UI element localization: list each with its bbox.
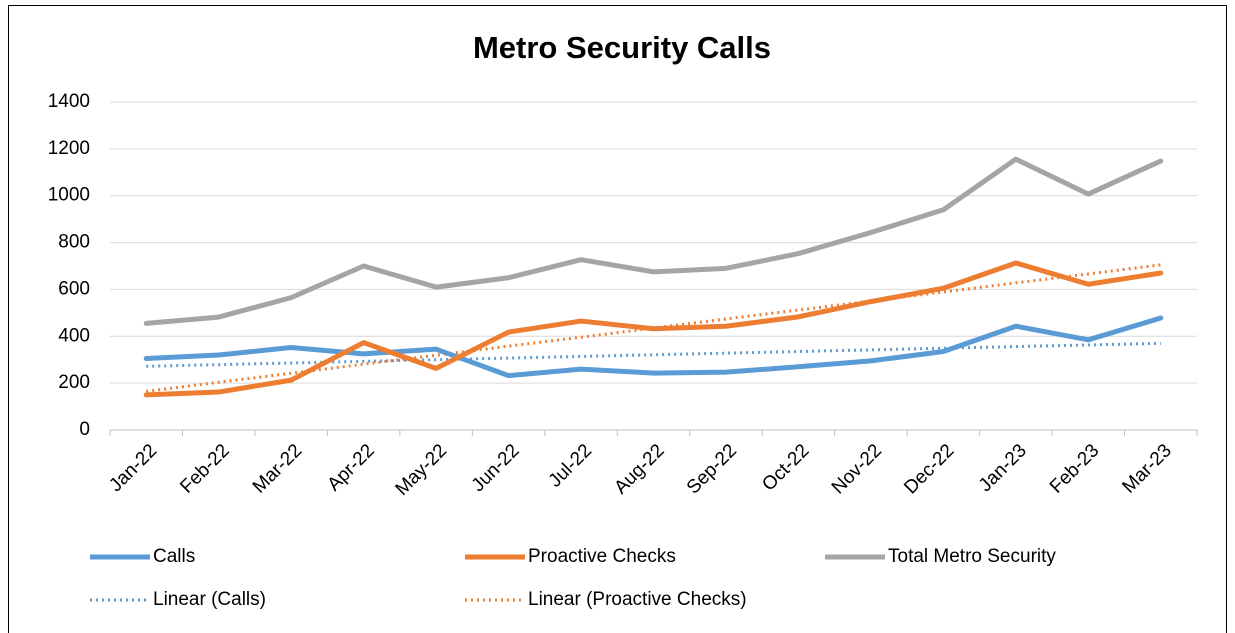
y-tick-label: 400	[58, 325, 90, 346]
legend-label: Calls	[153, 546, 195, 567]
series-line	[143, 260, 1164, 398]
series-line	[143, 315, 1164, 379]
y-tick-label: 600	[58, 278, 90, 299]
y-tick-label: 1400	[48, 91, 90, 112]
y-tick-label: 1000	[48, 185, 90, 206]
legend-label: Total Metro Security	[888, 546, 1056, 567]
trend-line	[146, 341, 1161, 368]
y-tick-label: 800	[58, 232, 90, 253]
series-line	[143, 156, 1164, 326]
legend-label: Linear (Calls)	[153, 589, 266, 610]
y-tick-label: 200	[58, 372, 90, 393]
legend-label: Linear (Proactive Checks)	[528, 589, 747, 610]
legend-label: Proactive Checks	[528, 546, 676, 567]
y-tick-label: 0	[79, 419, 90, 440]
chart-title: Metro Security Calls	[473, 30, 771, 65]
y-tick-label: 1200	[48, 138, 90, 159]
